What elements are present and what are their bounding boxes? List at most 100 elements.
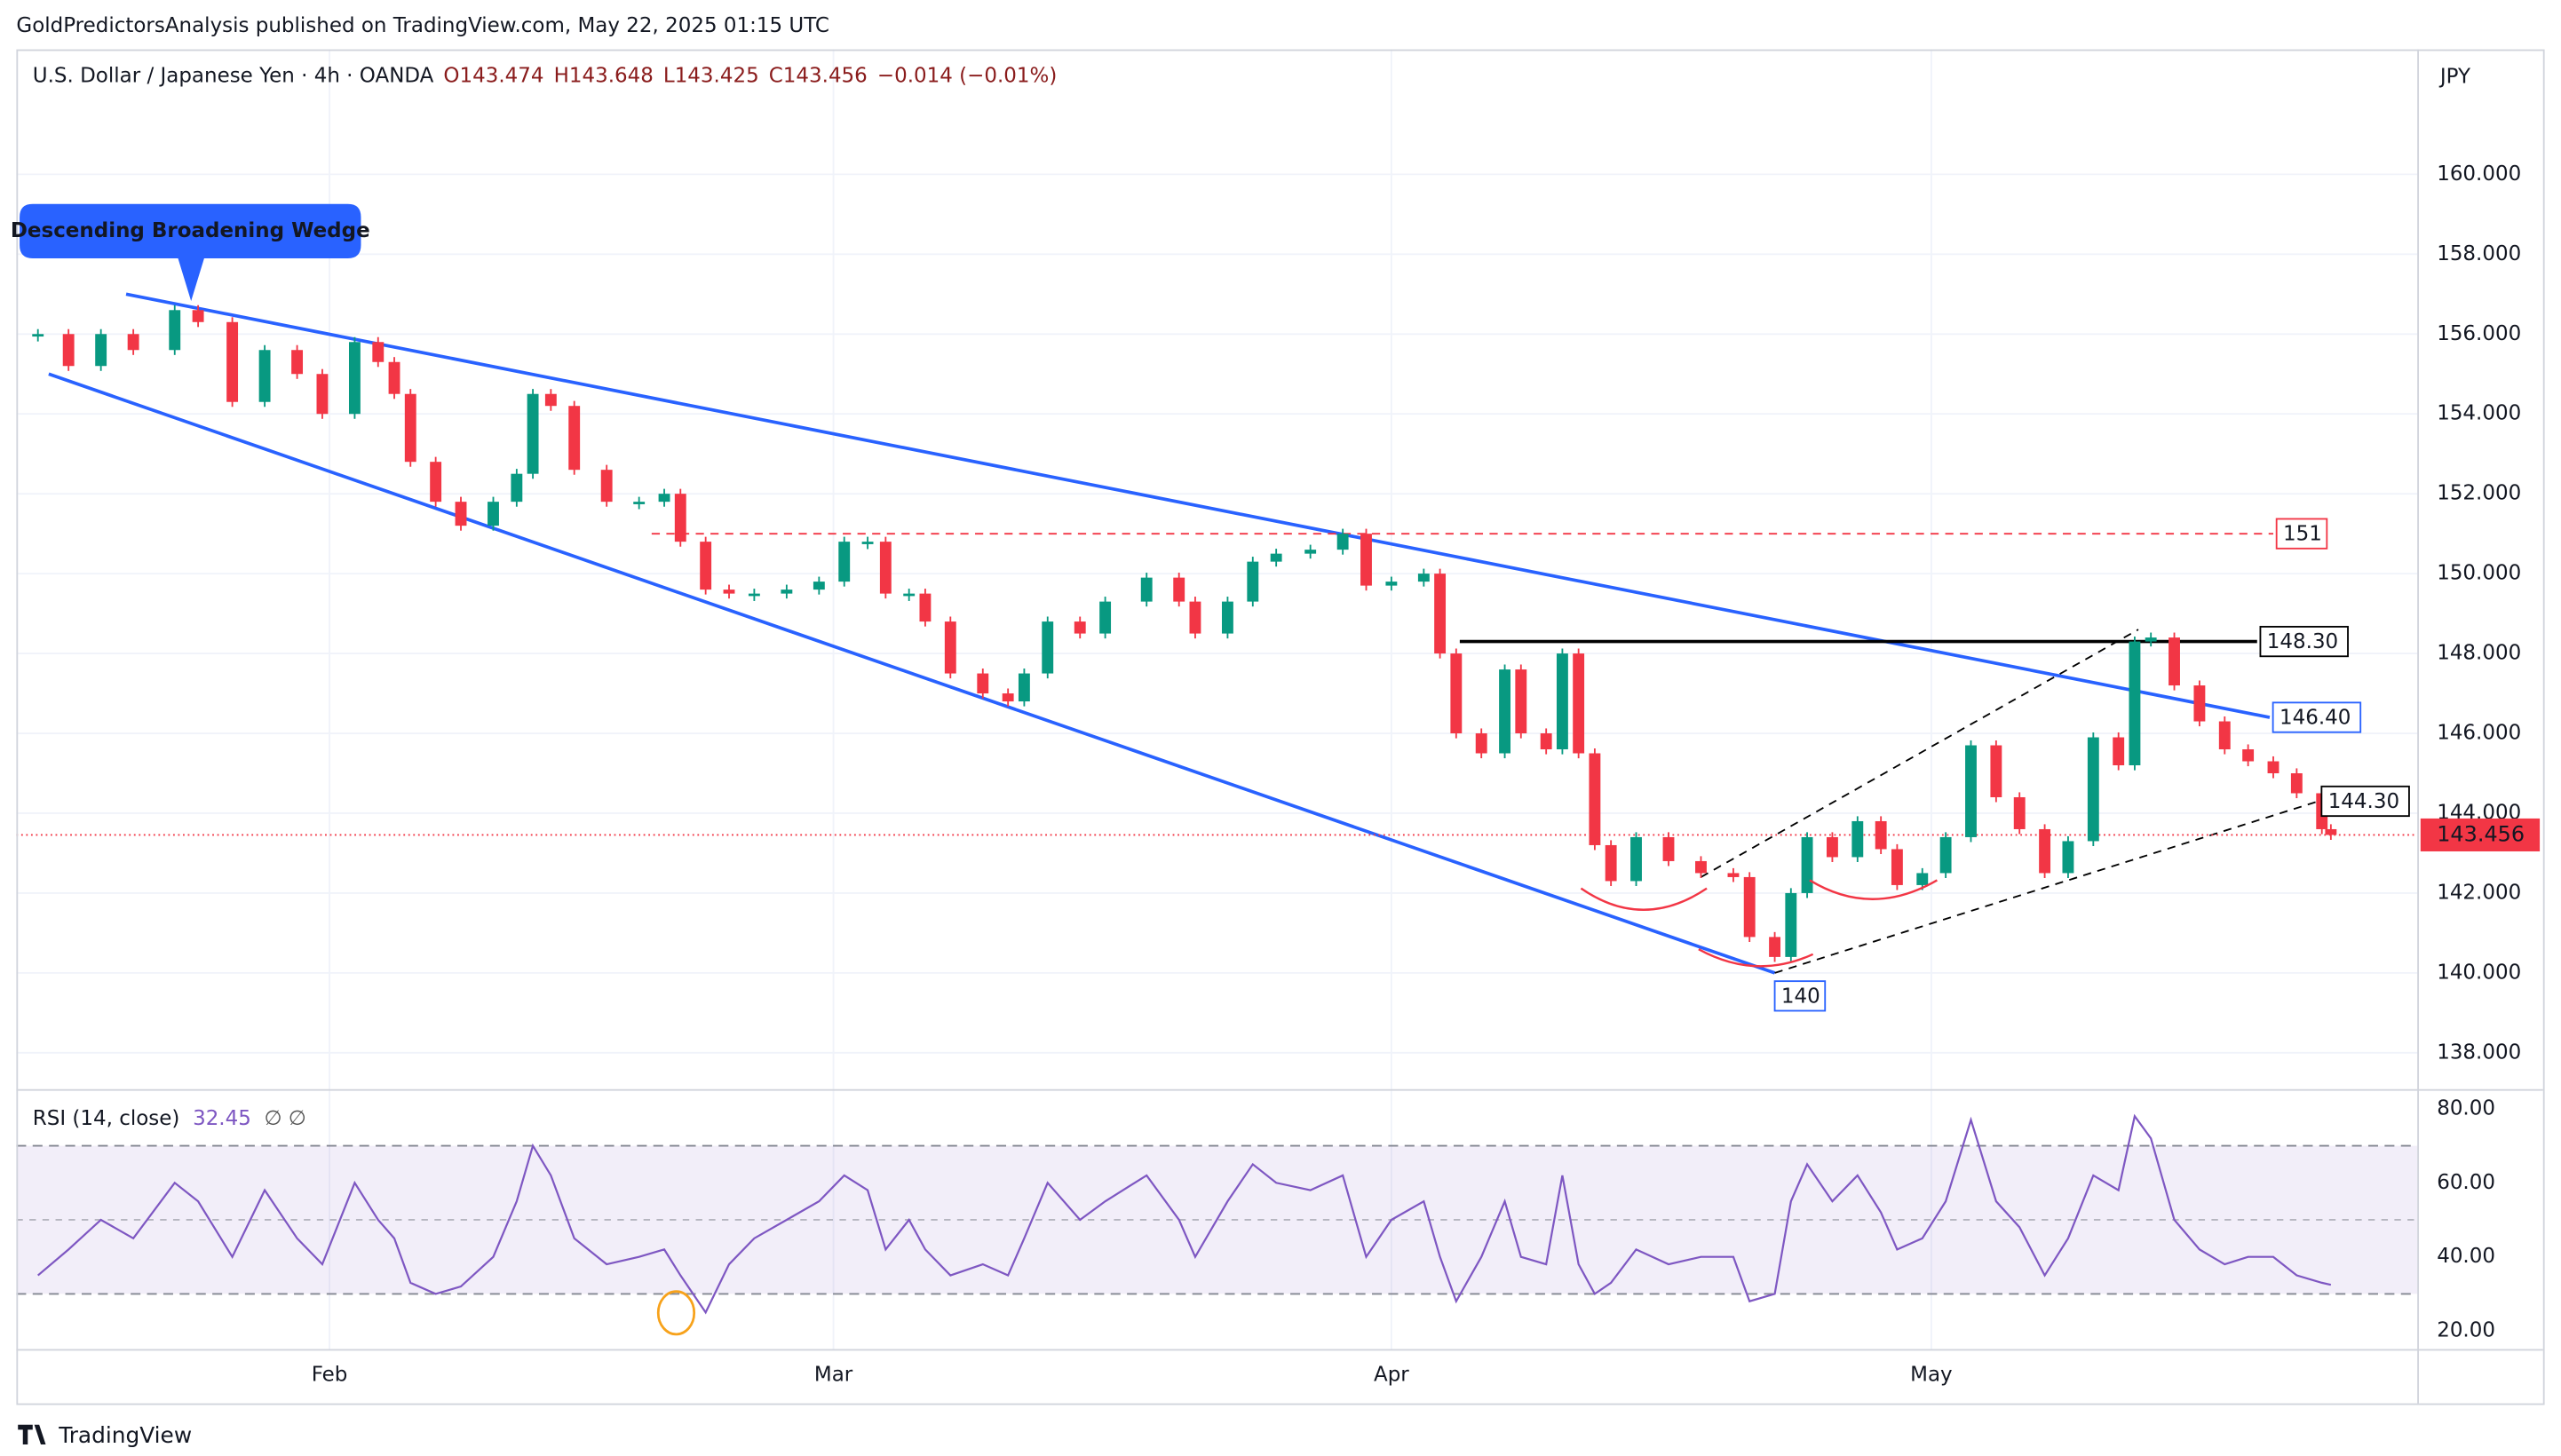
rsi-value: 32.45	[193, 1107, 251, 1130]
candle-body	[2145, 637, 2157, 642]
candle-body	[1189, 601, 1201, 634]
candle-body	[1875, 820, 1887, 850]
price-tick-label: 140.000	[2437, 961, 2521, 984]
candle-body	[226, 321, 239, 402]
candle-body	[1769, 937, 1781, 957]
level-label: 140	[1781, 985, 1820, 1008]
level-label: 148.30	[2267, 630, 2338, 653]
candle-body	[1336, 534, 1349, 550]
candle-body	[674, 494, 686, 542]
rsi-legend: RSI (14, close) 32.45 ∅ ∅	[33, 1107, 306, 1130]
candle-body	[544, 393, 557, 407]
quote-open: O143.474	[443, 64, 543, 87]
trend-line	[1774, 800, 2319, 974]
pattern-arc	[1580, 887, 1708, 911]
candle-body	[1270, 553, 1282, 562]
candle-body	[2290, 773, 2303, 794]
trend-line	[48, 372, 1776, 975]
candle-body	[62, 334, 75, 367]
candle-body	[192, 310, 204, 322]
candle-body	[748, 593, 760, 597]
candle-body	[527, 393, 539, 474]
candle-body	[2013, 796, 2026, 829]
candle-body	[1965, 745, 1977, 837]
candle-body	[1891, 849, 1903, 885]
candle-body	[1499, 669, 1510, 754]
candle-body	[568, 406, 581, 471]
frame	[16, 49, 2545, 1405]
symbol-title: U.S. Dollar / Japanese Yen · 4h · OANDA	[33, 64, 434, 87]
time-tick-label: Apr	[1374, 1364, 1409, 1387]
price-tick-label: 156.000	[2437, 322, 2521, 345]
rsi-highlight	[656, 1290, 696, 1336]
candle-body	[1826, 836, 1838, 858]
price-tick-label: 146.000	[2437, 721, 2521, 744]
quote-low: L143.425	[663, 64, 759, 87]
candle-body	[95, 334, 107, 367]
candle-body	[258, 350, 271, 402]
candle-body	[1173, 577, 1185, 602]
candle-body	[1556, 653, 1568, 750]
candle-body	[2062, 841, 2074, 874]
candle-body	[316, 374, 329, 415]
candle-body	[1360, 534, 1372, 586]
pattern-arc	[1809, 879, 1938, 900]
candle-body	[2325, 828, 2337, 835]
price-tick-label: 160.000	[2437, 162, 2521, 186]
quote-change: −0.014 (−0.01%)	[877, 64, 1058, 87]
annotation-text: Descending Broadening Wedge	[11, 219, 370, 242]
candle-body	[32, 334, 44, 337]
candle-body	[633, 502, 646, 504]
level-label-box	[1773, 980, 1827, 1012]
candle-body	[2242, 749, 2255, 762]
candle-body	[838, 542, 851, 582]
brand-name: TradingView	[58, 1422, 192, 1448]
candle-body	[1042, 621, 1054, 674]
currency-box[interactable]	[2423, 59, 2496, 96]
candle-body	[903, 593, 916, 597]
candle-body	[404, 393, 416, 463]
price-tick-label: 154.000	[2437, 402, 2521, 425]
candle-body	[1990, 745, 2002, 797]
candle-body	[600, 470, 613, 502]
candle-body	[1304, 550, 1317, 554]
rsi-flags: ∅ ∅	[265, 1107, 306, 1130]
price-tick-label: 152.000	[2437, 482, 2521, 505]
rsi-line	[37, 1113, 2332, 1315]
candle-body	[348, 342, 361, 415]
candle-body	[1385, 582, 1398, 586]
trend-line	[125, 292, 2271, 719]
candle-body	[1589, 753, 1601, 845]
time-tick-label: Feb	[312, 1364, 348, 1387]
price-tick-label: 148.000	[2437, 642, 2521, 665]
trend-line	[1701, 629, 2139, 878]
candle-body	[1074, 621, 1086, 634]
candle-body	[169, 310, 181, 351]
level-label: 146.40	[2280, 706, 2351, 729]
price-tick-label: 158.000	[2437, 242, 2521, 265]
symbol-legend: U.S. Dollar / Japanese Yen · 4h · OANDA O…	[33, 64, 1058, 87]
quote-high: H143.648	[554, 64, 654, 87]
candle-body	[1540, 733, 1552, 750]
candle-body	[2129, 641, 2141, 766]
candle-body	[1939, 836, 1952, 874]
brand-icon	[18, 1424, 46, 1445]
price-tick-label: 150.000	[2437, 562, 2521, 585]
candle-body	[1018, 673, 1030, 702]
candle-body	[977, 673, 989, 694]
candle-body	[2218, 721, 2231, 750]
candle-body	[1743, 876, 1756, 938]
candle-body	[1662, 836, 1675, 861]
candle-body	[2039, 828, 2051, 874]
candle-body	[1221, 601, 1233, 634]
publish-header: GoldPredictorsAnalysis published on Trad…	[16, 14, 829, 37]
candle-body	[2193, 685, 2206, 722]
candle-body	[813, 582, 825, 590]
candle-body	[2087, 737, 2099, 842]
level-label-box	[2259, 625, 2349, 658]
price-tick-label: 142.000	[2437, 881, 2521, 904]
candle-body	[658, 494, 670, 502]
level-label: 151	[2283, 523, 2322, 546]
level-label-box	[2272, 701, 2362, 733]
